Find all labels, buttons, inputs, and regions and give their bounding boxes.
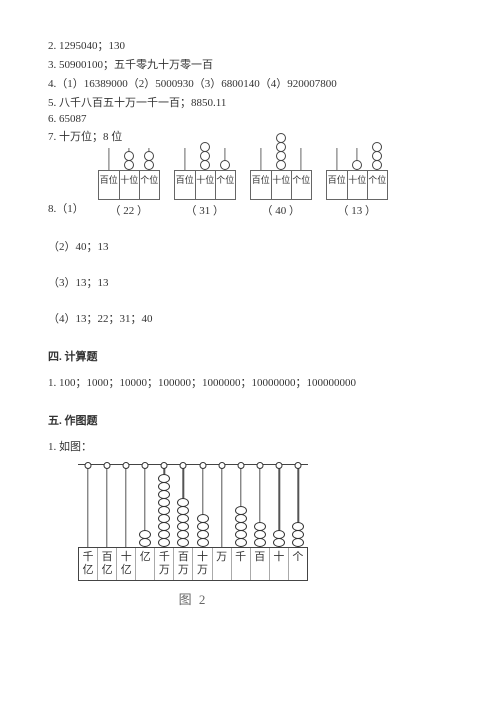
abacus-caption: （ 22 ）	[110, 202, 149, 218]
bead-icon	[200, 160, 210, 170]
big-abacus-column	[233, 465, 249, 547]
answer-line-4: 4.（1）16389000（2）5000930（3）6800140（4）9200…	[48, 75, 452, 91]
place-label: 亿	[135, 548, 154, 580]
place-label: 百位	[99, 171, 119, 199]
place-label: 千 万	[154, 548, 173, 580]
answer-8-prefix: 8.（1）	[48, 200, 84, 216]
place-label: 千	[231, 548, 250, 580]
bead-icon	[139, 538, 151, 547]
answer-line-3: 3. 50900100；五千零九十万零一百	[48, 56, 452, 72]
place-label: 个	[288, 548, 307, 580]
place-label: 百 万	[173, 548, 192, 580]
place-label: 十位	[271, 171, 291, 199]
small-abacus: 百位十位个位 （ 13 ）	[326, 148, 388, 218]
answer-line-5: 5. 八千八百五十万一千一百；8850.11	[48, 94, 452, 110]
place-label: 十	[269, 548, 288, 580]
section-5-heading: 五. 作图题	[48, 412, 452, 428]
small-abacus: 百位十位个位 （ 40 ）	[250, 148, 312, 218]
big-abacus-column	[137, 465, 153, 547]
answer-8-sub4: （4）13；22；31；40	[48, 310, 452, 326]
big-abacus: 千 亿百 亿十 亿亿千 万百 万十 万万千百十个 图 2	[78, 464, 308, 608]
big-abacus-labels: 千 亿百 亿十 亿亿千 万百 万十 万万千百十个	[78, 547, 308, 581]
place-label: 万	[212, 548, 231, 580]
big-abacus-column	[252, 465, 268, 547]
section-4-line-1: 1. 100；1000；10000；100000；1000000；1000000…	[48, 374, 452, 390]
place-label: 个位	[215, 171, 235, 199]
bead-icon	[197, 538, 209, 547]
place-label: 十位	[347, 171, 367, 199]
answer-8-sub2: （2）40；13	[48, 238, 452, 254]
place-label: 百	[250, 548, 269, 580]
place-label: 十位	[195, 171, 215, 199]
big-abacus-column	[175, 465, 191, 547]
place-label: 百位	[251, 171, 271, 199]
abacus-caption: （ 13 ）	[338, 202, 377, 218]
big-abacus-column	[195, 465, 211, 547]
abacus-caption: （ 31 ）	[186, 202, 225, 218]
place-label: 个位	[291, 171, 311, 199]
bead-icon	[220, 160, 230, 170]
place-label: 十 亿	[116, 548, 135, 580]
big-abacus-column	[99, 465, 115, 547]
answer-8-sub3: （3）13；13	[48, 274, 452, 290]
bead-icon	[254, 538, 266, 547]
place-label: 百位	[327, 171, 347, 199]
section-4-heading: 四. 计算题	[48, 348, 452, 364]
place-label: 百位	[175, 171, 195, 199]
bead-icon	[235, 538, 247, 547]
big-abacus-column	[290, 465, 306, 547]
bead-icon	[124, 160, 134, 170]
place-label: 个位	[367, 171, 387, 199]
big-abacus-column	[118, 465, 134, 547]
place-label: 十 万	[192, 548, 211, 580]
bead-icon	[177, 538, 189, 547]
big-abacus-column	[156, 465, 172, 547]
answer-line-6: 6. 65087	[48, 113, 452, 125]
big-abacus-column	[80, 465, 96, 547]
place-label: 千 亿	[79, 548, 97, 580]
place-label: 百 亿	[97, 548, 116, 580]
bead-icon	[352, 160, 362, 170]
place-label: 个位	[139, 171, 159, 199]
bead-icon	[273, 538, 285, 547]
page: 2. 1295040；130 3. 50900100；五千零九十万零一百 4.（…	[0, 0, 500, 628]
big-abacus-column	[271, 465, 287, 547]
small-abacus: 百位十位个位 （ 31 ）	[174, 148, 236, 218]
bead-icon	[292, 538, 304, 547]
bead-icon	[372, 160, 382, 170]
bead-icon	[276, 160, 286, 170]
bead-icon	[158, 538, 170, 547]
place-label: 十位	[119, 171, 139, 199]
answer-line-2: 2. 1295040；130	[48, 37, 452, 53]
figure-caption: 图 2	[78, 589, 308, 608]
section-5-line-1: 1. 如图：	[48, 438, 452, 454]
big-abacus-top	[78, 464, 308, 547]
answer-line-7: 7. 十万位；8 位	[48, 128, 452, 144]
big-abacus-column	[214, 465, 230, 547]
abacus-caption: （ 40 ）	[262, 202, 301, 218]
small-abacus: 百位十位个位 （ 22 ）	[98, 148, 160, 218]
abacus-row: 8.（1） 百位十位个位（ 22 ）百位十位个位（ 31 ）百位十位个位（ 40…	[48, 148, 452, 218]
bead-icon	[144, 160, 154, 170]
